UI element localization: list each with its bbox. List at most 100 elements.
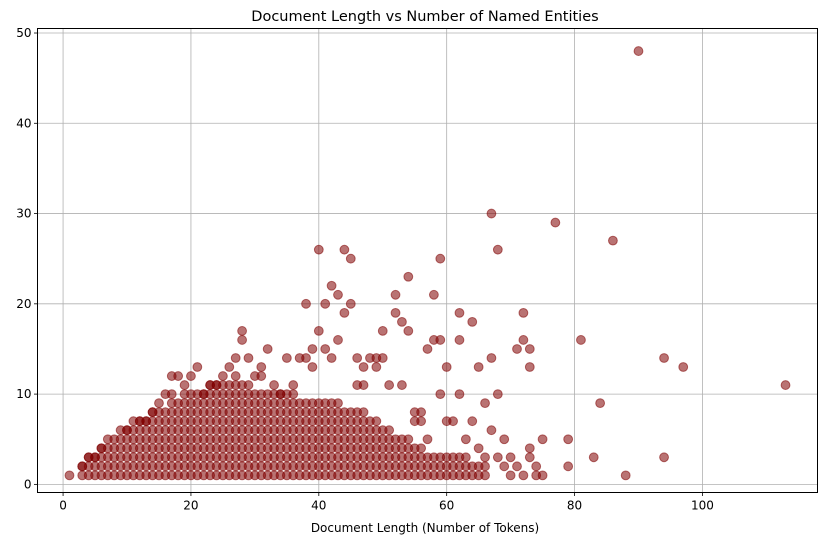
scatter-point [659, 452, 669, 463]
scatter-point [377, 353, 388, 363]
scatter-point [154, 398, 164, 409]
scatter-point [371, 416, 382, 427]
scatter-point [518, 335, 529, 345]
scatter-point [524, 452, 535, 463]
scatter-point [492, 244, 503, 255]
scatter-point [307, 362, 318, 372]
plot-frame [37, 28, 818, 493]
scatter-point [243, 353, 254, 363]
scatter-point [358, 362, 369, 372]
scatter-point [780, 380, 791, 390]
data-points [64, 46, 791, 481]
scatter-point [390, 289, 401, 300]
scatter-point [339, 244, 350, 255]
scatter-point [416, 407, 427, 418]
scatter-point [166, 389, 177, 400]
scatter-point [473, 362, 484, 372]
scatter-point [518, 470, 529, 481]
scatter-point [326, 280, 337, 291]
scatter-point [371, 362, 382, 372]
scatter-point [460, 434, 471, 445]
scatter-point [480, 470, 490, 481]
scatter-point [269, 380, 279, 390]
scatter-point [333, 289, 343, 300]
scatter-point [512, 461, 522, 472]
scatter-point [352, 353, 363, 363]
scatter-point [237, 335, 247, 345]
scatter-point [326, 353, 337, 363]
scatter-point [435, 335, 446, 345]
scatter-point [505, 452, 516, 463]
scatter-point [224, 362, 235, 372]
scatter-point [428, 289, 439, 300]
scatter-point [518, 307, 529, 318]
scatter-point [486, 425, 497, 436]
scatter-point [230, 371, 241, 381]
scatter-point [333, 335, 343, 345]
scatter-point [333, 398, 343, 409]
y-tick-label: 10 [16, 387, 31, 401]
scatter-point [448, 416, 458, 427]
scatter-point [441, 362, 452, 372]
x-axis-title: Document Length (Number of Tokens) [311, 521, 539, 535]
scatter-point [563, 434, 574, 445]
scatter-point [313, 244, 324, 255]
scatter-point [377, 326, 388, 336]
scatter-point [595, 398, 606, 409]
y-tick-label: 20 [16, 297, 31, 311]
scatter-point [608, 235, 618, 246]
scatter-point [147, 407, 158, 418]
y-tick-label: 50 [16, 26, 31, 40]
scatter-point [524, 443, 535, 454]
scatter-point [384, 380, 395, 390]
scatter-point [512, 344, 522, 354]
scatter-point [492, 452, 503, 463]
scatter-point [403, 271, 414, 282]
x-tick-label: 100 [691, 499, 714, 513]
scatter-point [397, 380, 407, 390]
scatter-point [454, 335, 465, 345]
scatter-point [243, 380, 254, 390]
scatter-point [320, 298, 331, 309]
scatter-point [416, 416, 427, 427]
scatter-point [230, 353, 241, 363]
scatter-point [275, 389, 286, 400]
scatter-point [460, 452, 471, 463]
scatter-point [403, 326, 414, 336]
scatter-point [339, 307, 350, 318]
scatter-point [192, 362, 203, 372]
scatter-point [397, 316, 407, 327]
scatter-point [550, 217, 561, 228]
scatter-point [480, 461, 490, 472]
scatter-point [173, 371, 184, 381]
scatter-point [390, 307, 401, 318]
scatter-point [467, 416, 478, 427]
scatter-point [524, 362, 535, 372]
scatter-point [307, 344, 318, 354]
scatter-point [524, 344, 535, 354]
scatter-point [256, 371, 267, 381]
scatter-point [358, 407, 369, 418]
scatter-point [620, 470, 631, 481]
scatter-point [64, 470, 75, 481]
scatter-point [537, 470, 548, 481]
scatter-point [588, 452, 599, 463]
scatter-point [480, 452, 490, 463]
scatter-point [90, 452, 100, 463]
scatter-point [531, 461, 542, 472]
scatter-point [492, 389, 503, 400]
scatter-point [198, 389, 209, 400]
scatter-point [454, 389, 465, 400]
x-tick-label: 0 [59, 499, 67, 513]
scatter-point [237, 326, 247, 336]
scatter-point [320, 344, 331, 354]
scatter-point [505, 470, 516, 481]
scatter-point [218, 371, 228, 381]
scatter-point [480, 398, 490, 409]
scatter-point [633, 46, 644, 56]
scatter-point [678, 362, 689, 372]
x-tick-label: 20 [183, 499, 198, 513]
scatter-point [563, 461, 574, 472]
scatter-point [422, 434, 433, 445]
